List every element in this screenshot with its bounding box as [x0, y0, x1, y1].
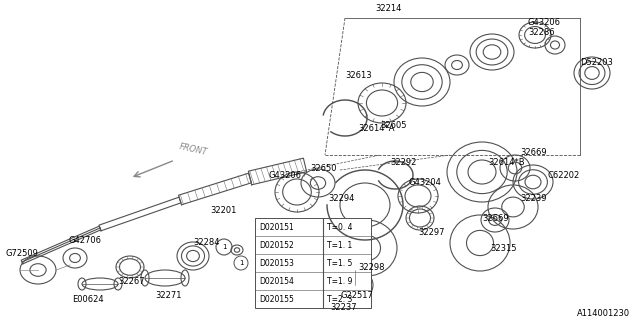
- Text: 1: 1: [239, 260, 243, 266]
- Text: E00624: E00624: [72, 295, 104, 305]
- Text: D020151: D020151: [259, 222, 294, 231]
- Text: T=1. 5: T=1. 5: [327, 259, 353, 268]
- Text: T=1. 1: T=1. 1: [327, 241, 352, 250]
- Text: 32650: 32650: [310, 164, 337, 172]
- Text: D020152: D020152: [259, 241, 294, 250]
- Text: 32214: 32214: [375, 4, 401, 12]
- Text: D52203: D52203: [580, 58, 613, 67]
- Text: 32237: 32237: [330, 303, 356, 313]
- Text: T=1. 9: T=1. 9: [327, 276, 353, 285]
- Text: 32614*A: 32614*A: [358, 124, 394, 132]
- Text: 32669: 32669: [482, 213, 509, 222]
- Text: 32315: 32315: [490, 244, 516, 252]
- Text: D020154: D020154: [259, 276, 294, 285]
- Text: G43204: G43204: [408, 178, 441, 187]
- Text: C62202: C62202: [548, 171, 580, 180]
- Text: 32271: 32271: [155, 292, 182, 300]
- Text: 32297: 32297: [418, 228, 445, 236]
- Text: T=2. 3: T=2. 3: [327, 294, 353, 303]
- Text: A114001230: A114001230: [577, 309, 630, 318]
- Text: 1: 1: [221, 244, 227, 250]
- Text: 32239: 32239: [520, 194, 547, 203]
- Text: D020153: D020153: [259, 259, 294, 268]
- Text: G43206: G43206: [268, 171, 301, 180]
- Text: FRONT: FRONT: [178, 142, 208, 157]
- Text: 32201: 32201: [210, 205, 236, 214]
- Text: G72509: G72509: [5, 250, 38, 259]
- Text: 32294: 32294: [328, 194, 355, 203]
- Text: 32286: 32286: [528, 28, 555, 36]
- Text: 32605: 32605: [380, 121, 406, 130]
- Text: T=0. 4: T=0. 4: [327, 222, 353, 231]
- Text: 32284: 32284: [193, 237, 220, 246]
- Text: 32613: 32613: [345, 70, 372, 79]
- Text: G43206: G43206: [528, 18, 561, 27]
- Text: G22517: G22517: [340, 291, 373, 300]
- Text: 32298: 32298: [358, 263, 385, 273]
- Text: 32267: 32267: [118, 277, 145, 286]
- Text: G42706: G42706: [68, 236, 101, 244]
- Text: 32292: 32292: [390, 157, 417, 166]
- Bar: [255, 218, 371, 308]
- Text: D020155: D020155: [259, 294, 294, 303]
- Text: 32614*B: 32614*B: [488, 157, 525, 166]
- Text: 32669: 32669: [520, 148, 547, 156]
